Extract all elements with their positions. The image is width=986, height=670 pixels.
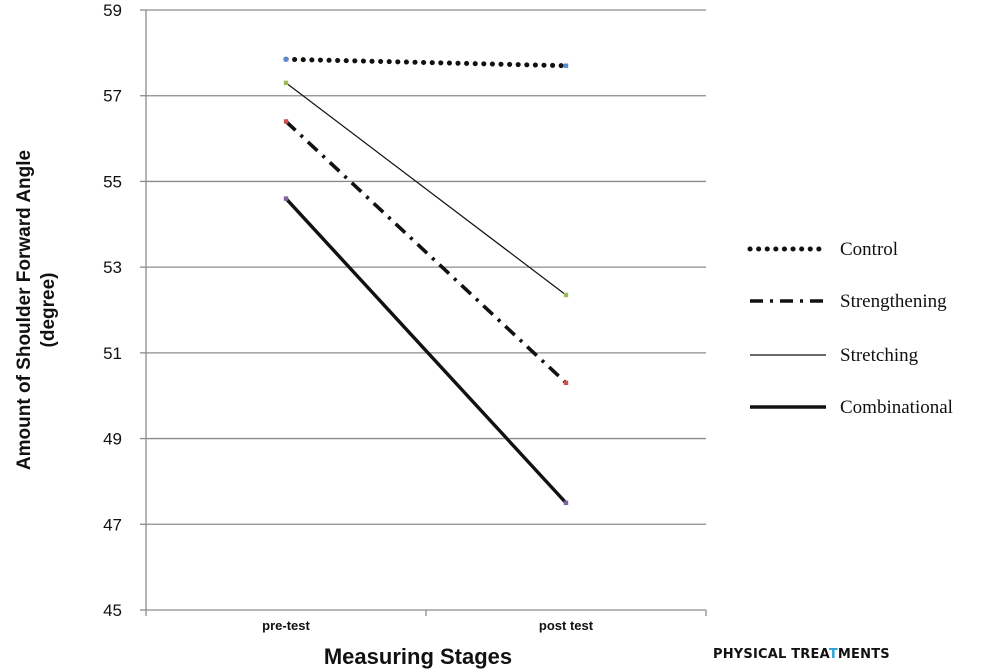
y-axis-title-line-1: Amount of Shoulder Forward Angle	[14, 150, 35, 470]
series-line-strengthening	[284, 120, 568, 385]
data-point	[283, 80, 289, 86]
data-point	[563, 500, 569, 506]
legend-label-stretching: Stretching	[840, 345, 919, 366]
y-axis-title: Amount of Shoulder Forward Angle (degree…	[14, 150, 59, 470]
legend-label-strengthening: Strengthening	[840, 291, 947, 312]
y-tick-label: 51	[103, 344, 122, 363]
y-tick-label: 55	[103, 172, 122, 191]
x-tick-labels: pre-test post test	[262, 618, 594, 633]
y-tick-label: 45	[103, 601, 122, 620]
series-line-combinational	[284, 197, 568, 505]
series-lines	[283, 56, 569, 506]
watermark-text-start: PHYSICAL TREA	[713, 647, 829, 662]
data-point	[563, 63, 569, 68]
data-point	[283, 57, 289, 62]
series-line-control	[283, 56, 569, 69]
legend-label-control: Control	[840, 239, 898, 260]
series-line-stretching	[285, 82, 567, 296]
data-point	[563, 292, 569, 298]
x-tick-label: pre-test	[262, 618, 310, 633]
data-point	[563, 380, 569, 386]
data-point	[283, 196, 289, 201]
y-tick-label: 59	[103, 1, 122, 20]
y-axis-title-line-2: (degree)	[38, 273, 59, 348]
y-tick-label: 57	[103, 87, 122, 106]
x-axis-title: Measuring Stages	[324, 644, 512, 669]
grid-lines	[146, 9, 706, 525]
y-tick-labels: 45 47 49 51 53 55 57 59	[103, 1, 122, 620]
y-tick-label: 53	[103, 258, 122, 277]
y-tick-label: 47	[103, 515, 122, 534]
axes	[140, 9, 707, 616]
data-point	[283, 119, 289, 124]
x-tick-label: post test	[539, 618, 594, 633]
y-tick-label: 49	[103, 430, 122, 449]
legend: Control Strengthening Stretching Combinatio…	[747, 239, 953, 418]
watermark: PHYSICAL TREATMENTS	[713, 647, 890, 662]
watermark-accent-letter: T	[828, 647, 838, 662]
legend-label-combinational: Combinational	[840, 397, 953, 418]
watermark-text-end: MENTS	[837, 647, 890, 662]
